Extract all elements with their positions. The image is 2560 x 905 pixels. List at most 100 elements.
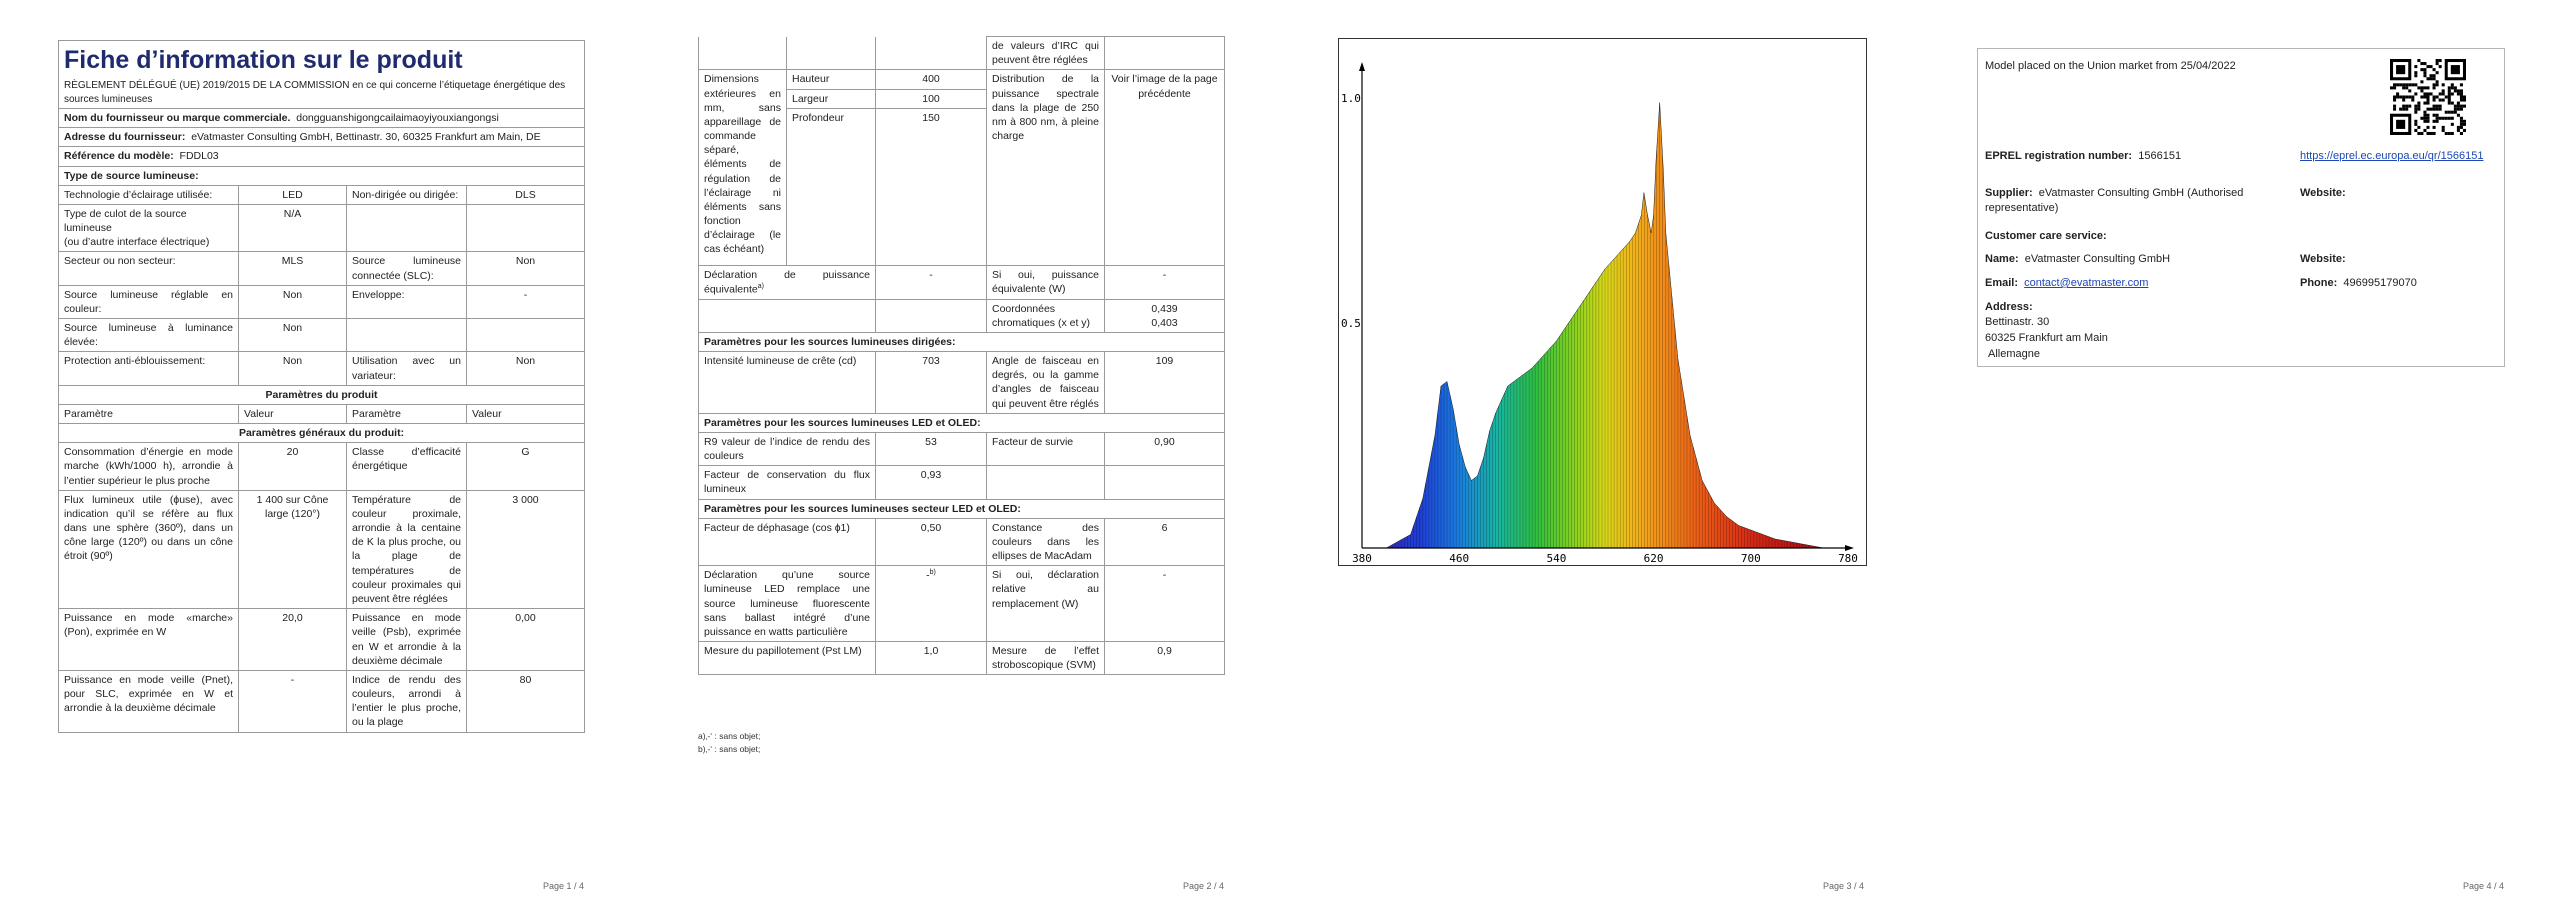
param-value: Non: [466, 251, 585, 286]
pf-value: 0,50: [875, 517, 987, 567]
macadam-value: 6: [1104, 517, 1225, 567]
param-value: N/A: [238, 203, 347, 253]
address-label: Address:: [1985, 301, 2033, 313]
model-value: FDDL03: [179, 150, 219, 163]
param-label: Utilisation avec un variateur:: [346, 351, 467, 386]
param-label: Flux lumineux utile (ɸuse), avec indicat…: [58, 489, 239, 610]
table-row: Déclaration qu’une source lumineuse LED …: [698, 565, 1225, 643]
param-value: 0,00: [466, 608, 585, 671]
r9-value: 53: [875, 431, 987, 467]
regulation-text: RÈGLEMENT DÉLÉGUÉ (UE) 2019/2015 DE LA C…: [58, 77, 585, 109]
address-row: Adresse du fournisseur: eVatmaster Consu…: [58, 127, 585, 148]
dim-value: 400: [875, 69, 987, 90]
dim-value: 100: [875, 88, 987, 109]
x-tick-label: 780: [1838, 552, 1858, 565]
param-label: Enveloppe:: [346, 284, 467, 320]
model-row: Référence du modèle: FDDL03: [58, 146, 585, 167]
param-value: 80: [466, 669, 585, 733]
general-heading: Paramètres généraux du produit:: [58, 423, 585, 444]
y-tick-label: 1.0: [1341, 92, 1361, 105]
param-label: de valeurs d’IRC qui peuvent être réglée…: [986, 35, 1105, 71]
qr-code-icon: [2390, 59, 2466, 135]
eprel-info-card: Model placed on the Union market from 25…: [1977, 48, 2505, 367]
column-header: Paramètre: [346, 403, 467, 425]
param-value: MLS: [238, 251, 347, 286]
spectral-distribution-chart: 380 460 540 620 700 780 0.5 1.0: [1338, 38, 1867, 566]
param-label: Puissance en mode veille (Pnet), pour SL…: [58, 669, 239, 733]
supplier-row: Nom du fournisseur ou marque commerciale…: [58, 107, 585, 129]
chart-tick-labels: 380 460 540 620 700 780 0.5 1.0: [1341, 92, 1858, 565]
param-value: 20: [238, 442, 347, 491]
fluo-value-text: -: [926, 569, 930, 582]
lumen-value: 0,93: [875, 465, 987, 500]
table-row: Largeur 100: [699, 88, 1225, 109]
supplier-value: eVatmaster Consulting GmbH (Authorised r…: [1985, 187, 2244, 214]
equiv2-label: Si oui, puissance équivalente (W): [986, 264, 1105, 300]
survival-value: 0,90: [1104, 431, 1225, 467]
address-line: Bettinastr. 30: [1985, 316, 2050, 328]
column-header: Paramètre: [58, 403, 239, 425]
phone-value: 496995179070: [2343, 277, 2417, 289]
param-label: Source lumineuse connectée (SLC):: [346, 251, 467, 286]
eprel-link[interactable]: https://eprel.ec.europa.eu/qr/1566151: [2300, 150, 2484, 162]
care-heading: Customer care service:: [1985, 230, 2107, 242]
chroma-label: Coordonnées chromatiques (x et y): [986, 298, 1105, 333]
equiv-value: -: [875, 264, 987, 300]
table-row: Puissance en mode veille (Pnet), pour SL…: [58, 669, 585, 733]
x-tick-label: 620: [1644, 552, 1664, 565]
supplier-row: Supplier: eVatmaster Consulting GmbH (Au…: [1985, 186, 2290, 216]
param-value: LED: [238, 184, 347, 205]
param-value: G: [466, 442, 585, 491]
table-row: Technologie d’éclairage utilisée: LED No…: [58, 184, 585, 205]
address-line: Allemagne: [1988, 348, 2040, 360]
footnote-mark: a): [757, 282, 764, 290]
pf-label: Facteur de déphasage (cos ɸ1): [698, 517, 876, 567]
eprel-label: EPREL registration number:: [1985, 150, 2133, 162]
table-row: Protection anti-éblouissement: Non Utili…: [58, 351, 585, 386]
address-value: eVatmaster Consulting GmbH, Bettinastr. …: [191, 131, 541, 144]
website-label: Website:: [2300, 187, 2346, 199]
mains-heading: Paramètres pour les sources lumineuses s…: [698, 498, 1225, 519]
page-2: de valeurs d’IRC qui peuvent être réglée…: [640, 0, 1280, 905]
beam-value: 109: [1104, 351, 1225, 414]
name-value: eVatmaster Consulting GmbH: [2024, 253, 2171, 265]
page-number: Page 3 / 4: [1822, 881, 1864, 891]
dim-name: Largeur: [786, 88, 876, 109]
page-3: 380 460 540 620 700 780 0.5 1.0 Page 3 / 4: [1280, 0, 1920, 905]
footnotes: a)‚-‘ : sans objet; b)‚-‘ : sans objet;: [698, 730, 760, 756]
y-axis-arrow-icon: [1359, 62, 1365, 71]
x-tick-label: 700: [1741, 552, 1761, 565]
table-row: Coordonnées chromatiques (x et y) 0,439 0…: [698, 298, 1225, 333]
page-number: Page 4 / 4: [2462, 881, 2504, 891]
supplier-label: Nom du fournisseur ou marque commerciale…: [64, 112, 291, 124]
column-header: Valeur: [238, 403, 347, 425]
chroma-y: 0,403: [1151, 316, 1178, 329]
phone-row: Phone: 496995179070: [2300, 276, 2417, 291]
param-label: Type de culot de la source lumineuse (ou…: [58, 203, 239, 253]
param-label: Secteur ou non secteur:: [58, 251, 239, 286]
page-4: Model placed on the Union market from 25…: [1920, 0, 2560, 905]
spectral-value: Voir l’image de la page précédente: [1104, 69, 1225, 266]
spectrum-series-area: [1362, 102, 1848, 549]
dimensions-label: Dimensions extérieures en mm, sans appar…: [698, 69, 787, 266]
y-tick-label: 0.5: [1341, 317, 1361, 330]
name-row: Name: eVatmaster Consulting GmbH: [1985, 252, 2170, 267]
dim-value: 150: [875, 107, 987, 263]
macadam-label: Constance des couleurs dans les ellipses…: [986, 517, 1105, 567]
x-tick-label: 380: [1352, 552, 1372, 565]
source-type-heading: Type de source lumineuse:: [58, 165, 585, 186]
r9-label: R9 valeur de l’indice de rendu des coule…: [698, 431, 876, 467]
email-link[interactable]: contact@evatmaster.com: [2024, 277, 2149, 289]
fluo-label: Déclaration qu’une source lumineuse LED …: [698, 565, 876, 643]
column-header: Valeur: [466, 403, 585, 425]
fluo-value: -b): [875, 565, 987, 643]
page-bottom-mask: [0, 845, 640, 905]
eprel-row: EPREL registration number: 1566151: [1985, 149, 2181, 164]
dim-name: Hauteur: [786, 69, 876, 90]
equiv-label-text: Déclaration de puissance équivalente: [704, 268, 870, 296]
param-label: Indice de rendu des couleurs, arrondi à …: [346, 669, 467, 733]
page-number: Page 1 / 4: [542, 881, 584, 891]
beam-label: Angle de faisceau en degrés, ou la gamme…: [986, 351, 1105, 414]
param-label: Température de couleur proximale, arrond…: [346, 489, 467, 610]
param-value: Non: [238, 284, 347, 320]
